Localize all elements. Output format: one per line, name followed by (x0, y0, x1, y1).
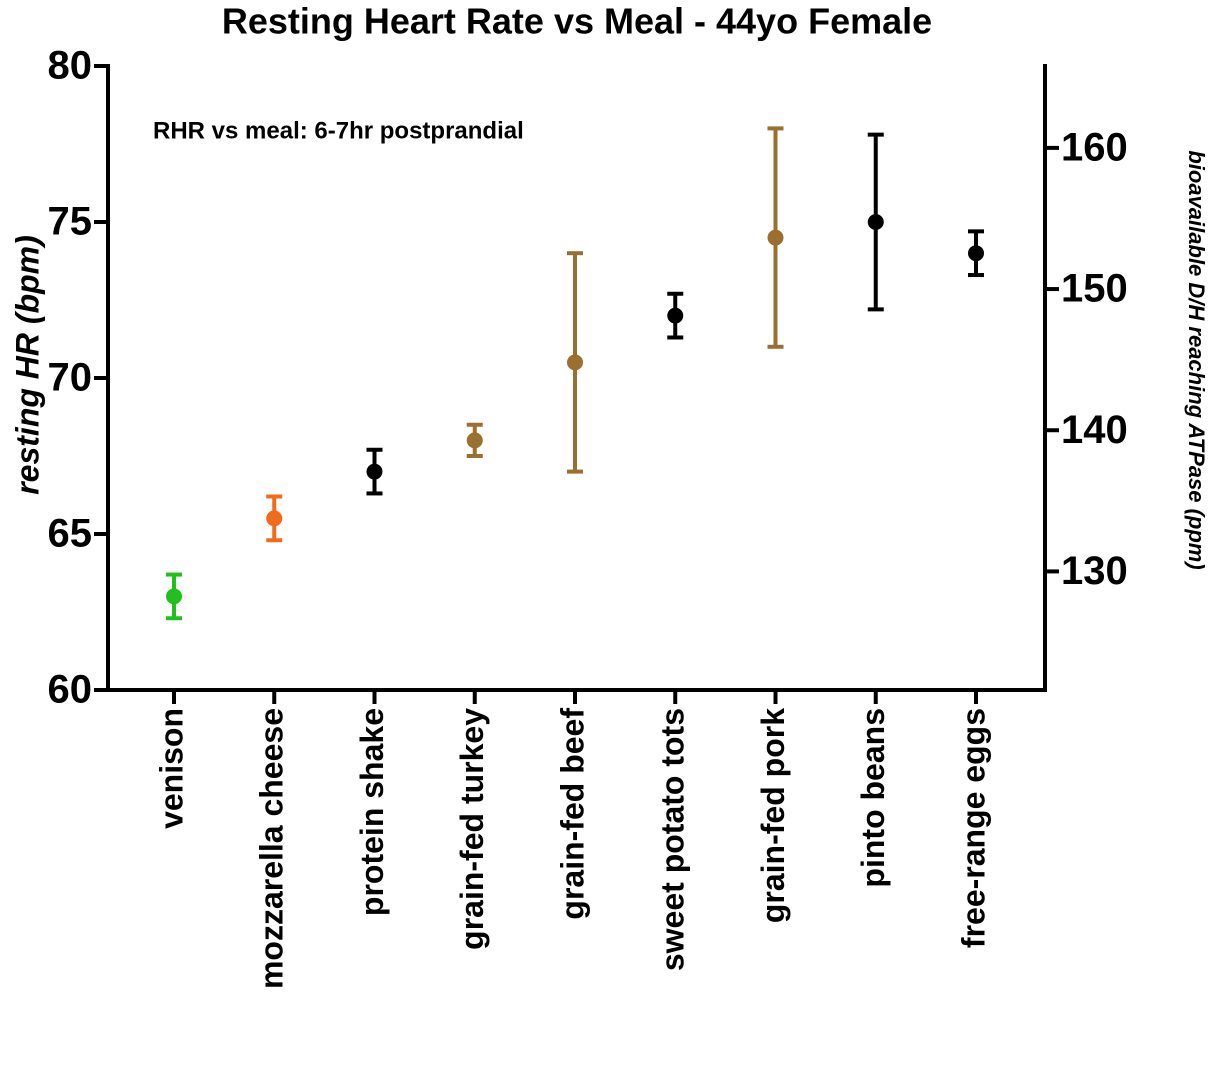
y-tick-label: 65 (48, 512, 93, 556)
y-tick-label: 75 (48, 200, 93, 244)
annotation: RHR vs meal: 6-7hr postprandial (153, 117, 524, 144)
chart-title: Resting Heart Rate vs Meal - 44yo Female (222, 1, 932, 42)
x-tick-label: mozzarella cheese (254, 708, 290, 989)
y-tick-label: 80 (48, 44, 93, 88)
point (466, 432, 483, 449)
x-tick-label: grain-fed beef (554, 708, 590, 920)
x-tick-label: protein shake (354, 708, 390, 916)
point (867, 214, 884, 230)
x-tick-label: grain-fed turkey (454, 708, 490, 950)
point (166, 588, 182, 605)
y-tick-label: 70 (48, 356, 93, 400)
y-tick-label: 60 (48, 668, 93, 712)
point (366, 463, 383, 480)
x-tick-label: venison (153, 708, 189, 829)
point (266, 510, 283, 527)
y2-tick-label: 130 (1061, 549, 1128, 593)
y2-tick-label: 140 (1061, 408, 1128, 452)
y2-tick-label: 160 (1061, 125, 1128, 169)
x-tick-label: grain-fed pork (755, 708, 791, 923)
point (767, 229, 784, 246)
y2-axis-label: bioavailable D/H reaching ATPase (ppm) (1184, 150, 1209, 569)
y-axis-label: resting HR (bpm) (9, 235, 45, 495)
x-tick-label: sweet potato tots (655, 708, 691, 971)
point (667, 307, 684, 324)
x-tick-label: free-range eggs (955, 708, 991, 948)
x-tick-label: pinto beans (855, 708, 891, 888)
y2-tick-label: 150 (1061, 267, 1128, 311)
point (567, 354, 583, 371)
point (968, 245, 984, 262)
